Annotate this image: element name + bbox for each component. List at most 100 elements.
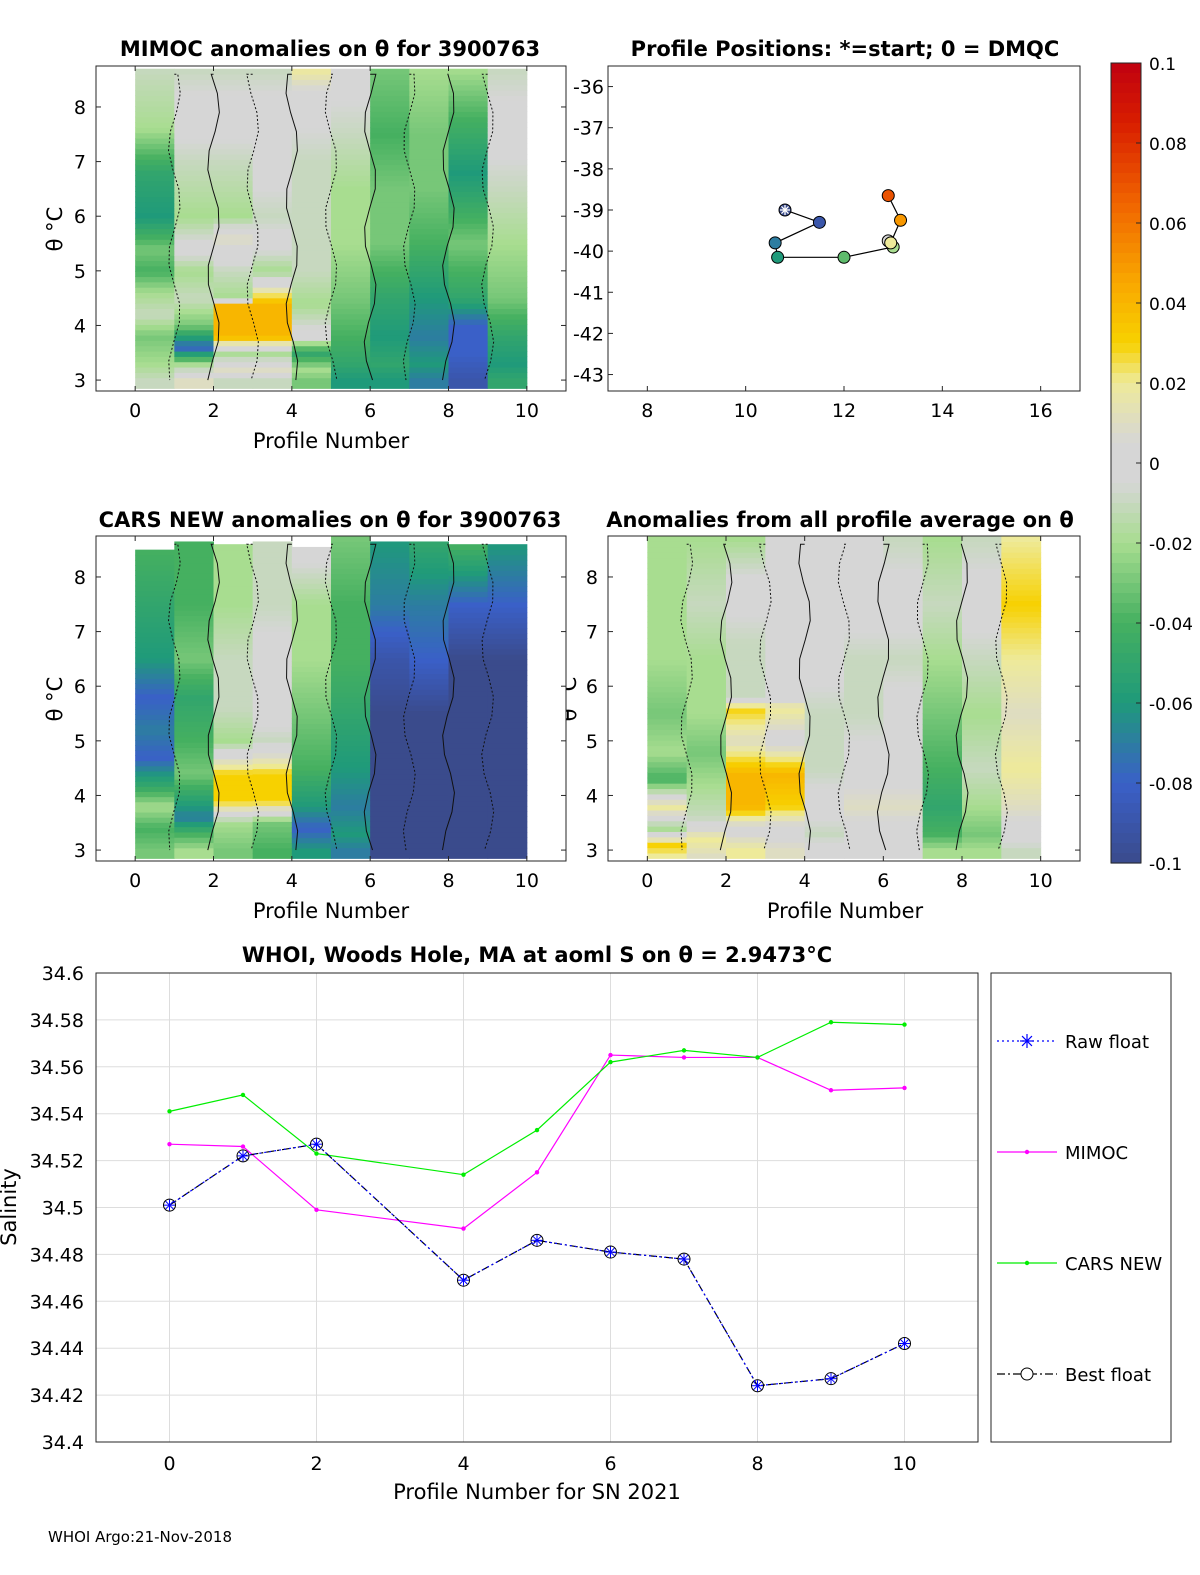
average-cell (1001, 681, 1042, 687)
average-cell (962, 842, 1002, 849)
average-cell (647, 659, 688, 666)
average-cell (883, 777, 924, 784)
average-frame (607, 535, 1081, 862)
average-cell (726, 766, 766, 773)
cars-cell (291, 847, 332, 854)
mimoc-cell (213, 164, 254, 171)
mimoc-cell (291, 132, 332, 139)
average-cell (844, 541, 884, 548)
cars-cell (487, 764, 528, 770)
cars-xtick-label: 0 (129, 870, 141, 892)
mimoc-cell (370, 137, 410, 144)
average-cell (804, 713, 845, 720)
cars-cell (487, 743, 528, 749)
positions-ytick-label: -40 (573, 241, 604, 263)
mimoc-cell (291, 260, 332, 267)
cars-cell (331, 702, 371, 709)
mimoc-cell (213, 196, 254, 203)
cars-cell (174, 784, 214, 791)
mimoc-column-0 (135, 68, 175, 389)
mimoc-cell (409, 372, 449, 379)
mimoc-cell (291, 340, 332, 347)
average-cell (922, 670, 963, 677)
average-cell (883, 729, 924, 736)
average-cell (765, 815, 806, 822)
average-cell (726, 664, 766, 671)
average-cell (647, 578, 688, 585)
positions-ytick-label: -43 (573, 365, 604, 387)
average-cell (922, 783, 963, 790)
average-cell (686, 842, 727, 849)
mimoc-cell (291, 121, 332, 128)
average-cell (765, 847, 806, 854)
cars-column-4 (291, 546, 332, 859)
mimoc-cell (252, 185, 293, 192)
average-cell (804, 562, 845, 569)
average-cell (962, 788, 1002, 795)
cars-cell (135, 719, 175, 726)
salinity-plot: 0 2 4 6 8 1034.434.4234.4434.4634.4834.534.52… (30, 963, 979, 1475)
mimoc-cell (213, 212, 254, 219)
average-cell (804, 691, 845, 698)
cars-cell (213, 617, 254, 624)
mimoc-cell (135, 249, 175, 256)
mimoc-cell (135, 239, 175, 246)
average-cell (765, 648, 806, 655)
average-cell (1001, 734, 1042, 741)
mimoc-cell (135, 244, 175, 251)
average-cell (962, 820, 1002, 827)
mimoc-cell (252, 303, 293, 309)
mimoc-cell (448, 212, 489, 219)
mimoc-cell (174, 68, 214, 75)
average-cell (962, 557, 1002, 564)
mimoc-cell (448, 164, 489, 171)
positions-ytick-label: -36 (573, 77, 604, 99)
average-cell (962, 568, 1002, 575)
average-cell (726, 783, 766, 790)
mimoc-cell (409, 185, 449, 192)
average-cell (962, 713, 1002, 720)
cars-contour-line (481, 543, 495, 851)
average-cell (647, 584, 688, 591)
mimoc-cell (174, 196, 214, 203)
mimoc-cell (448, 116, 489, 123)
cars-cell (448, 716, 489, 723)
mimoc-cell (174, 191, 214, 198)
mimoc-cell (448, 148, 489, 155)
mimoc-cell (252, 90, 293, 96)
average-cell (844, 654, 884, 661)
cars-cell (291, 806, 332, 813)
cars-cell (252, 615, 293, 622)
positions-xtick-label: 12 (832, 400, 856, 422)
average-cell (647, 621, 688, 628)
average-ytick-label: 3 (586, 840, 598, 862)
average-cell (844, 616, 884, 623)
cars-cell (252, 652, 293, 659)
cars-cell (487, 748, 528, 755)
mimoc-cell (370, 185, 410, 192)
mimoc-cell (213, 228, 254, 235)
mimoc-cell (448, 303, 489, 309)
colorbar-segment (1111, 233, 1141, 244)
cars-cell (409, 742, 449, 748)
mimoc-cell (291, 185, 332, 192)
cars-cell (448, 727, 489, 734)
cars-cell (448, 565, 489, 571)
average-cell (962, 638, 1002, 645)
average-contour-line (994, 543, 1008, 851)
cars-cell (370, 599, 410, 606)
average-cell (686, 761, 727, 768)
cars-cell (487, 643, 528, 650)
cars-cell (448, 664, 489, 671)
mimoc-cell (252, 79, 293, 86)
average-cell (804, 809, 845, 816)
cars-cell (370, 657, 410, 664)
colorbar-segment (1111, 533, 1141, 544)
mimoc-cell (370, 382, 410, 389)
positions-ytick-label: -41 (573, 282, 604, 304)
mimoc-cell (331, 169, 371, 176)
cars-cell (409, 662, 449, 669)
average-cell (1001, 562, 1042, 569)
star-stroke (312, 1139, 321, 1149)
